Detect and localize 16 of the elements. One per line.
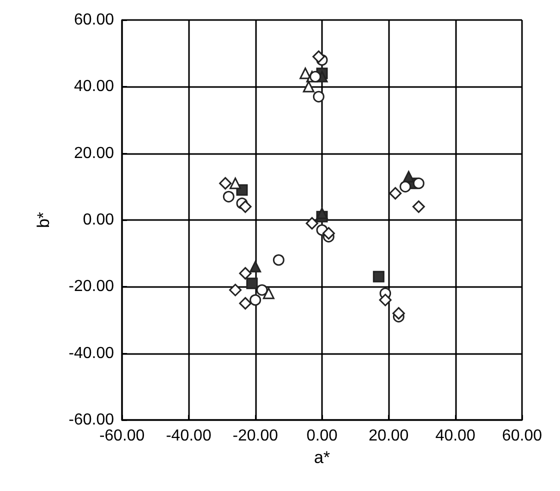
y-tick-label: -20.00 [68,278,114,296]
y-axis-title: b* [34,212,53,228]
y-tick-label: 0.00 [82,212,114,228]
x-tick-label: -40.00 [166,428,212,444]
y-tick-label: 20.00 [74,144,114,162]
x-tick-label: -60.00 [99,428,145,444]
x-tick-label: -20.00 [232,428,278,444]
y-tick-label: -40.00 [68,344,114,362]
y-tick-label: 60.00 [74,12,114,28]
x-tick-label: 0.00 [306,428,338,444]
x-tick-label: 20.00 [368,428,409,444]
x-tick-label: 40.00 [435,428,476,444]
y-tick-label: 40.00 [74,78,114,96]
y-tick-label: -60.00 [68,412,114,428]
x-tick-label: 60.00 [502,428,542,444]
x-axis-title: a* [314,448,330,467]
